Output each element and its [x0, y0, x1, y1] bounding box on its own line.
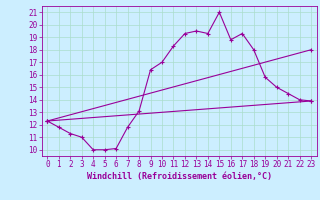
X-axis label: Windchill (Refroidissement éolien,°C): Windchill (Refroidissement éolien,°C): [87, 172, 272, 181]
